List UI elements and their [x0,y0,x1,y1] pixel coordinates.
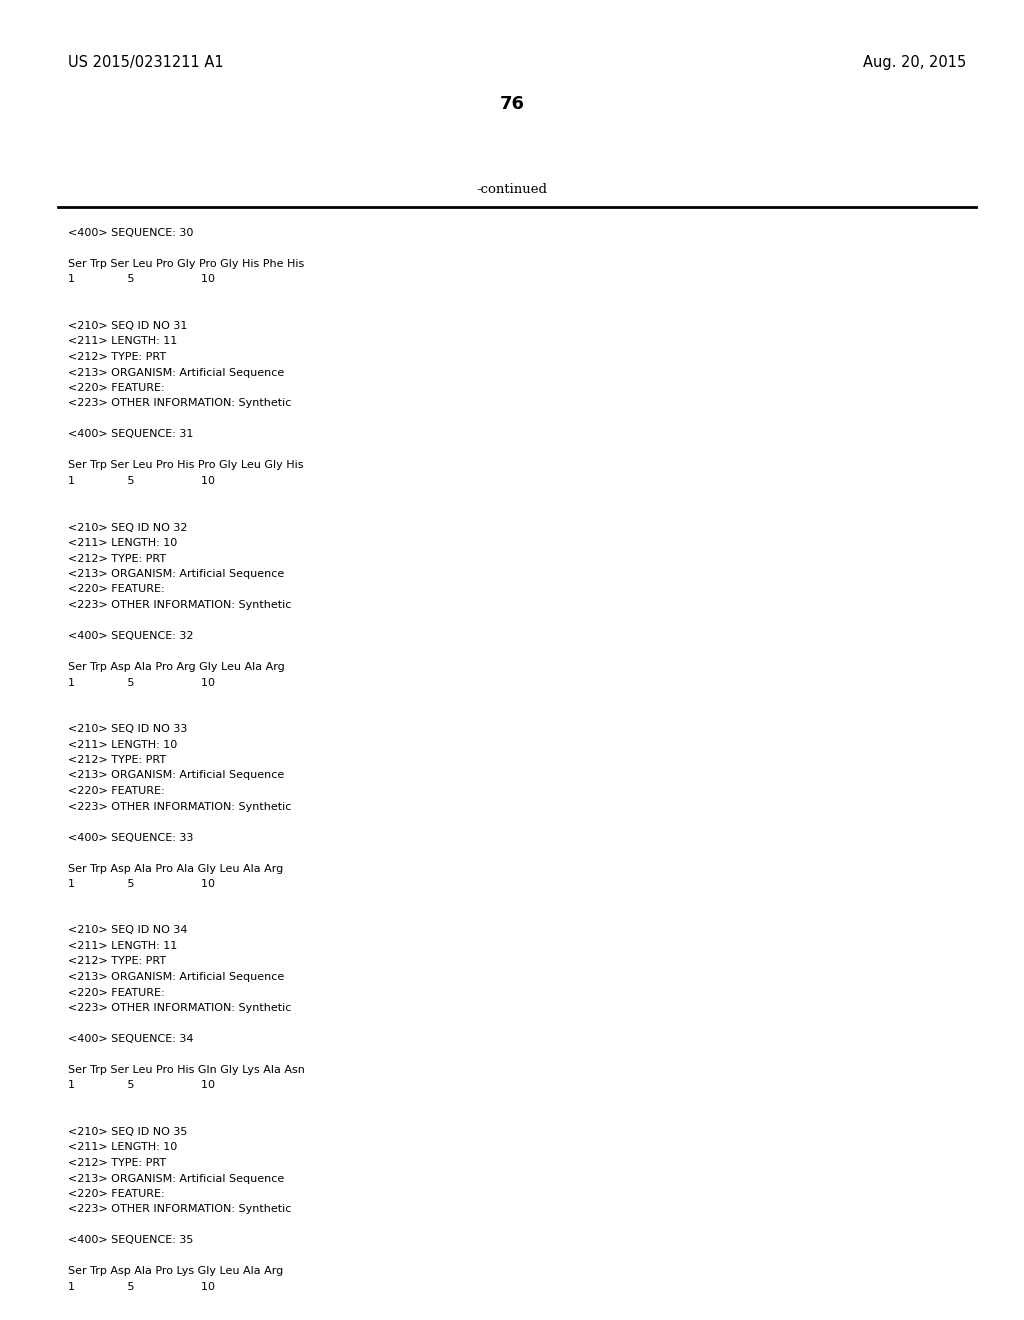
Text: <223> OTHER INFORMATION: Synthetic: <223> OTHER INFORMATION: Synthetic [68,601,292,610]
Text: <223> OTHER INFORMATION: Synthetic: <223> OTHER INFORMATION: Synthetic [68,1204,292,1214]
Text: <210> SEQ ID NO 34: <210> SEQ ID NO 34 [68,925,187,936]
Text: <210> SEQ ID NO 32: <210> SEQ ID NO 32 [68,523,187,532]
Text: Ser Trp Ser Leu Pro His Pro Gly Leu Gly His: Ser Trp Ser Leu Pro His Pro Gly Leu Gly … [68,461,303,470]
Text: <212> TYPE: PRT: <212> TYPE: PRT [68,1158,166,1168]
Text: <400> SEQUENCE: 30: <400> SEQUENCE: 30 [68,228,194,238]
Text: 1               5                   10: 1 5 10 [68,677,215,688]
Text: Ser Trp Ser Leu Pro Gly Pro Gly His Phe His: Ser Trp Ser Leu Pro Gly Pro Gly His Phe … [68,259,304,269]
Text: <213> ORGANISM: Artificial Sequence: <213> ORGANISM: Artificial Sequence [68,771,285,780]
Text: <400> SEQUENCE: 31: <400> SEQUENCE: 31 [68,429,194,440]
Text: <400> SEQUENCE: 35: <400> SEQUENCE: 35 [68,1236,194,1246]
Text: <211> LENGTH: 10: <211> LENGTH: 10 [68,539,177,548]
Text: <210> SEQ ID NO 33: <210> SEQ ID NO 33 [68,723,187,734]
Text: Ser Trp Asp Ala Pro Ala Gly Leu Ala Arg: Ser Trp Asp Ala Pro Ala Gly Leu Ala Arg [68,863,284,874]
Text: 1               5                   10: 1 5 10 [68,477,215,486]
Text: Ser Trp Ser Leu Pro His Gln Gly Lys Ala Asn: Ser Trp Ser Leu Pro His Gln Gly Lys Ala … [68,1065,305,1074]
Text: <220> FEATURE:: <220> FEATURE: [68,785,165,796]
Text: <223> OTHER INFORMATION: Synthetic: <223> OTHER INFORMATION: Synthetic [68,399,292,408]
Text: <213> ORGANISM: Artificial Sequence: <213> ORGANISM: Artificial Sequence [68,367,285,378]
Text: <212> TYPE: PRT: <212> TYPE: PRT [68,352,166,362]
Text: <210> SEQ ID NO 31: <210> SEQ ID NO 31 [68,321,187,331]
Text: <213> ORGANISM: Artificial Sequence: <213> ORGANISM: Artificial Sequence [68,972,285,982]
Text: <211> LENGTH: 11: <211> LENGTH: 11 [68,941,177,950]
Text: <212> TYPE: PRT: <212> TYPE: PRT [68,553,166,564]
Text: 1               5                   10: 1 5 10 [68,275,215,285]
Text: <400> SEQUENCE: 33: <400> SEQUENCE: 33 [68,833,194,842]
Text: <211> LENGTH: 11: <211> LENGTH: 11 [68,337,177,346]
Text: <211> LENGTH: 10: <211> LENGTH: 10 [68,1143,177,1152]
Text: US 2015/0231211 A1: US 2015/0231211 A1 [68,55,223,70]
Text: <212> TYPE: PRT: <212> TYPE: PRT [68,755,166,766]
Text: <400> SEQUENCE: 32: <400> SEQUENCE: 32 [68,631,194,642]
Text: Ser Trp Asp Ala Pro Lys Gly Leu Ala Arg: Ser Trp Asp Ala Pro Lys Gly Leu Ala Arg [68,1266,284,1276]
Text: Aug. 20, 2015: Aug. 20, 2015 [863,55,966,70]
Text: <213> ORGANISM: Artificial Sequence: <213> ORGANISM: Artificial Sequence [68,1173,285,1184]
Text: <400> SEQUENCE: 34: <400> SEQUENCE: 34 [68,1034,194,1044]
Text: -continued: -continued [476,183,548,195]
Text: <223> OTHER INFORMATION: Synthetic: <223> OTHER INFORMATION: Synthetic [68,1003,292,1012]
Text: 1               5                   10: 1 5 10 [68,1282,215,1292]
Text: <213> ORGANISM: Artificial Sequence: <213> ORGANISM: Artificial Sequence [68,569,285,579]
Text: <220> FEATURE:: <220> FEATURE: [68,987,165,998]
Text: <223> OTHER INFORMATION: Synthetic: <223> OTHER INFORMATION: Synthetic [68,801,292,812]
Text: Ser Trp Asp Ala Pro Arg Gly Leu Ala Arg: Ser Trp Asp Ala Pro Arg Gly Leu Ala Arg [68,663,285,672]
Text: 76: 76 [500,95,524,114]
Text: <220> FEATURE:: <220> FEATURE: [68,1189,165,1199]
Text: 1               5                   10: 1 5 10 [68,879,215,888]
Text: <211> LENGTH: 10: <211> LENGTH: 10 [68,739,177,750]
Text: <210> SEQ ID NO 35: <210> SEQ ID NO 35 [68,1127,187,1137]
Text: <220> FEATURE:: <220> FEATURE: [68,585,165,594]
Text: 1               5                   10: 1 5 10 [68,1081,215,1090]
Text: <220> FEATURE:: <220> FEATURE: [68,383,165,393]
Text: <212> TYPE: PRT: <212> TYPE: PRT [68,957,166,966]
